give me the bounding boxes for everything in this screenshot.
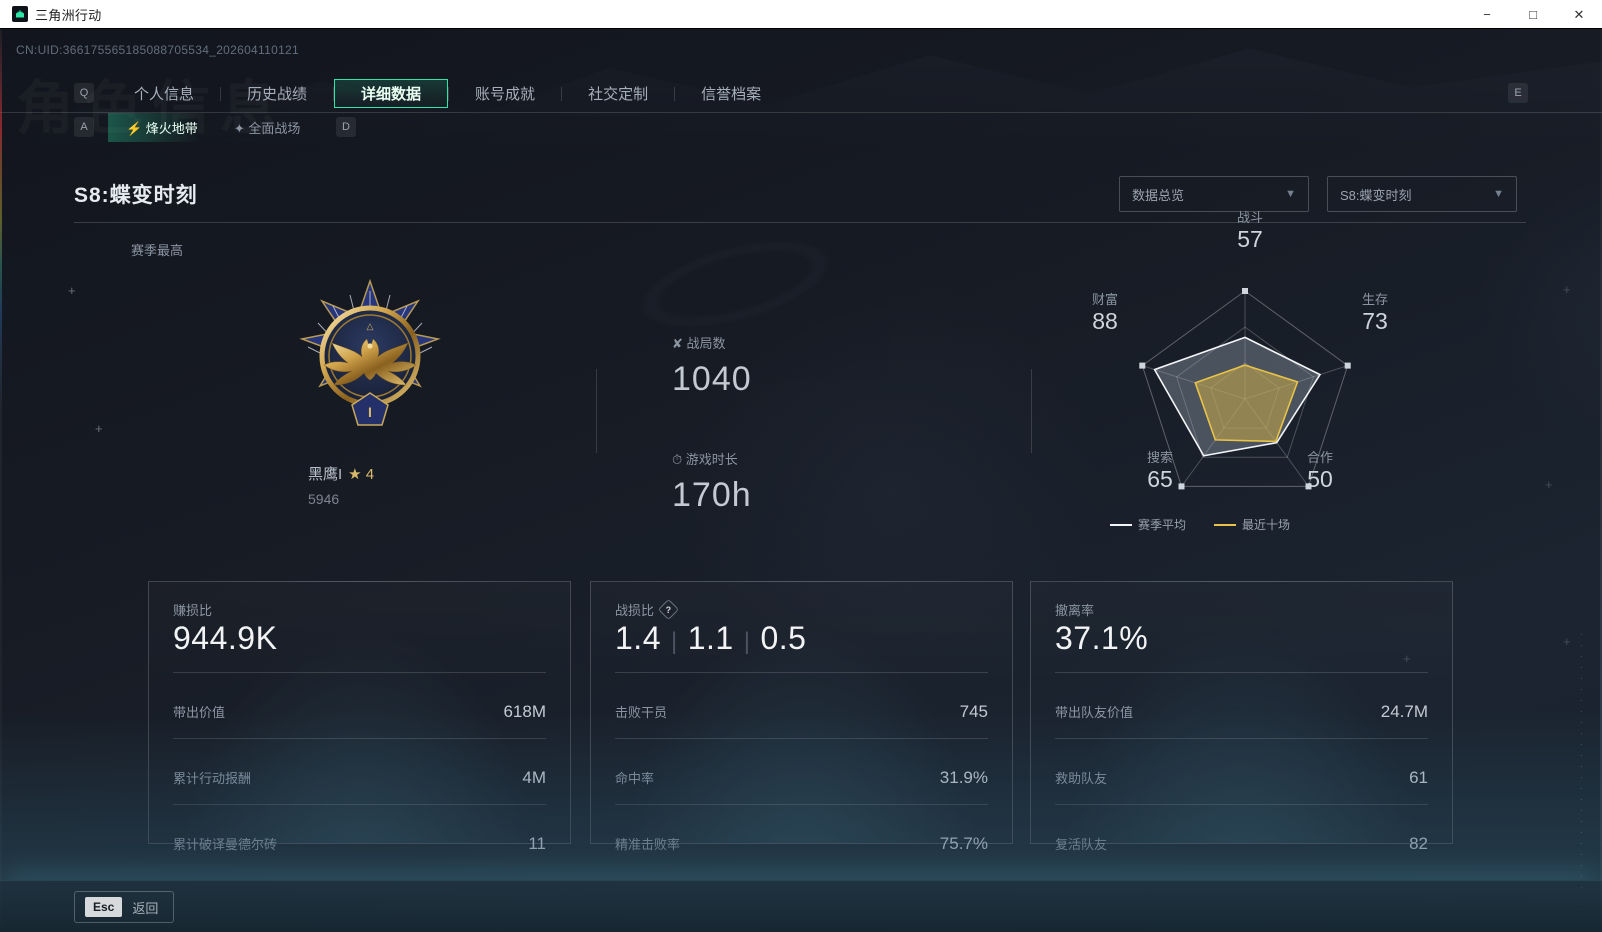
svg-text:I: I	[368, 404, 372, 420]
svg-text:△: △	[367, 321, 374, 331]
